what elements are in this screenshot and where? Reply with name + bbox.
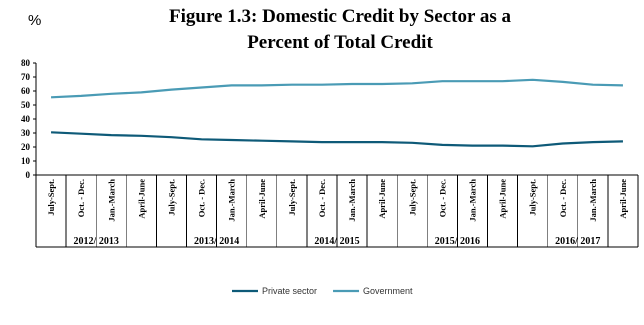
y-tick-label: 60 bbox=[21, 86, 31, 96]
x-tick-label: Oct. - Dec. bbox=[317, 179, 327, 217]
x-tick-label: Jan.-March bbox=[347, 179, 357, 222]
legend: Private sector Government bbox=[232, 286, 413, 296]
y-tick-label: 0 bbox=[26, 170, 31, 180]
x-group-label: 2013/ 2014 bbox=[194, 236, 239, 247]
series-line-1 bbox=[50, 78, 623, 99]
plot-lines bbox=[50, 78, 623, 148]
chart-title-line-1: Figure 1.3: Domestic Credit by Sector as… bbox=[169, 6, 511, 27]
series-line-0 bbox=[50, 131, 623, 148]
x-tick-label: July-Sept. bbox=[287, 179, 297, 216]
x-tick-label: April-June bbox=[377, 179, 387, 219]
x-tick-label: Jan.-March bbox=[227, 179, 237, 222]
x-tick-label: July-Sept. bbox=[166, 179, 176, 216]
x-tick-label: July-Sept. bbox=[528, 179, 538, 216]
x-tick-label: July-Sept. bbox=[407, 179, 417, 216]
y-tick-label: 20 bbox=[21, 142, 31, 152]
x-tick-label: Oct. - Dec. bbox=[76, 179, 86, 217]
y-tick-label: 50 bbox=[21, 100, 31, 110]
x-tick-label: April-June bbox=[257, 179, 267, 219]
y-tick-label: 40 bbox=[21, 114, 31, 124]
x-tick-label: April-June bbox=[498, 179, 508, 219]
x-group-label: 2014/ 2015 bbox=[314, 236, 359, 247]
y-tick-label: 30 bbox=[21, 128, 31, 138]
x-tick-label: July-Sept. bbox=[46, 179, 56, 216]
y-tick-label: 70 bbox=[21, 72, 31, 82]
legend-label-1: Government bbox=[363, 286, 413, 296]
y-axis: 0 10 20 30 40 50 60 70 80 bbox=[21, 58, 37, 180]
y-tick-label: 10 bbox=[21, 156, 31, 166]
x-tick-label: Jan.-March bbox=[588, 179, 598, 222]
x-tick-label: Jan.-March bbox=[467, 179, 477, 222]
legend-label-0: Private sector bbox=[262, 286, 317, 296]
x-tick-label: Oct. - Dec. bbox=[197, 179, 207, 217]
x-tick-label: April-June bbox=[618, 179, 628, 219]
x-tick-label: Jan.-March bbox=[106, 179, 116, 222]
x-tick-label: Oct. - Dec. bbox=[437, 179, 447, 217]
x-tick-label: April-June bbox=[136, 179, 146, 219]
unit-label: % bbox=[28, 12, 41, 29]
chart-title-line-2: Percent of Total Credit bbox=[247, 32, 433, 53]
x-group-label: 2016/ 2017 bbox=[555, 236, 600, 247]
x-group-label: 2015/ 2016 bbox=[435, 236, 480, 247]
y-tick-label: 80 bbox=[21, 58, 31, 68]
x-axis: July-Sept. Oct. - Dec. Jan.-March April-Jun… bbox=[35, 174, 639, 248]
x-tick-label: Oct. - Dec. bbox=[558, 179, 568, 217]
x-group-label: 2012/ 2013 bbox=[74, 236, 119, 247]
